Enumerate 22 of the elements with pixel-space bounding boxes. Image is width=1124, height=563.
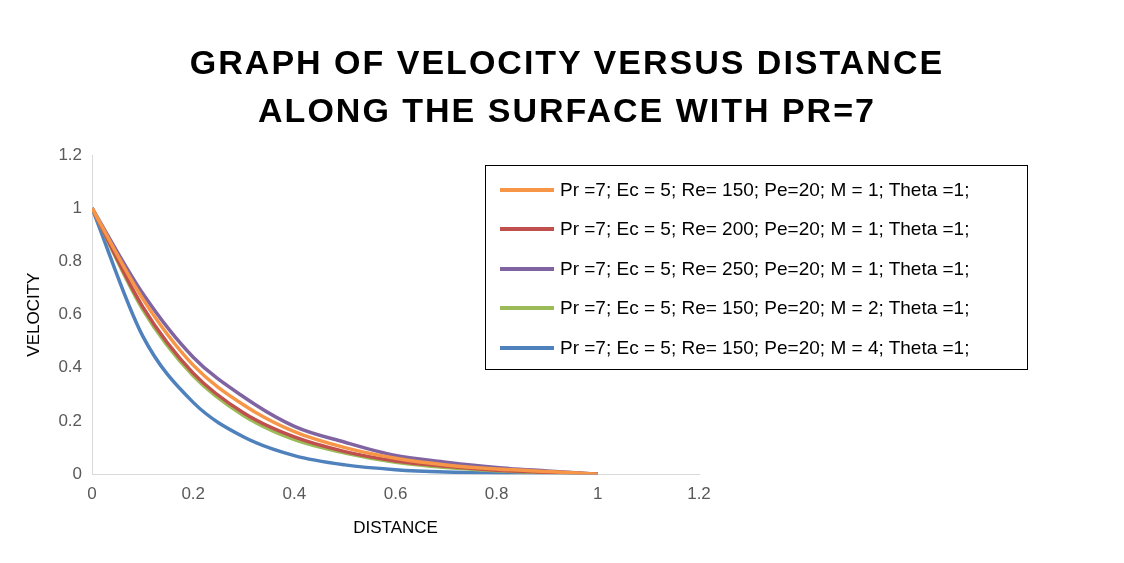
y-tick-label: 0.2 — [58, 410, 83, 430]
y-tick-label: 0 — [72, 463, 83, 483]
y-axis-title: VELOCITY — [23, 272, 43, 357]
x-tick-label: 0.6 — [383, 484, 408, 504]
x-tick-label: 0.2 — [181, 484, 206, 504]
y-tick-label: 0.8 — [58, 251, 83, 271]
x-tick-label: 0 — [87, 484, 97, 504]
x-tick-label: 0.4 — [282, 484, 307, 504]
x-tick-label: 1 — [593, 484, 603, 504]
x-tick-label: 1.2 — [687, 484, 711, 504]
y-tick-label: 1.2 — [58, 144, 83, 164]
legend-label: Pr =7; Ec = 5; Re= 200; Pe=20; M = 1; Theta =1; — [560, 218, 970, 241]
y-tick-label: 0.6 — [58, 304, 83, 324]
y-tick-label: 0.4 — [58, 357, 83, 377]
legend-label: Pr =7; Ec = 5; Re= 150; Pe=20; M = 1; Theta =1; — [560, 178, 970, 201]
x-tick-label: 0.8 — [484, 484, 509, 504]
x-axis-title: DISTANCE — [353, 518, 438, 538]
legend-label: Pr =7; Ec = 5; Re= 150; Pe=20; M = 4; Theta =1; — [560, 336, 970, 359]
legend-label: Pr =7; Ec = 5; Re= 250; Pe=20; M = 1; Theta =1; — [560, 257, 970, 280]
legend-label: Pr =7; Ec = 5; Re= 150; Pe=20; M = 2; Theta =1; — [560, 297, 970, 320]
chart-title: GRAPH OF VELOCITY VERSUS DISTANCE ALONG THE SURFACE WITH PR=7 — [188, 42, 946, 131]
y-tick-label: 1 — [72, 197, 83, 217]
